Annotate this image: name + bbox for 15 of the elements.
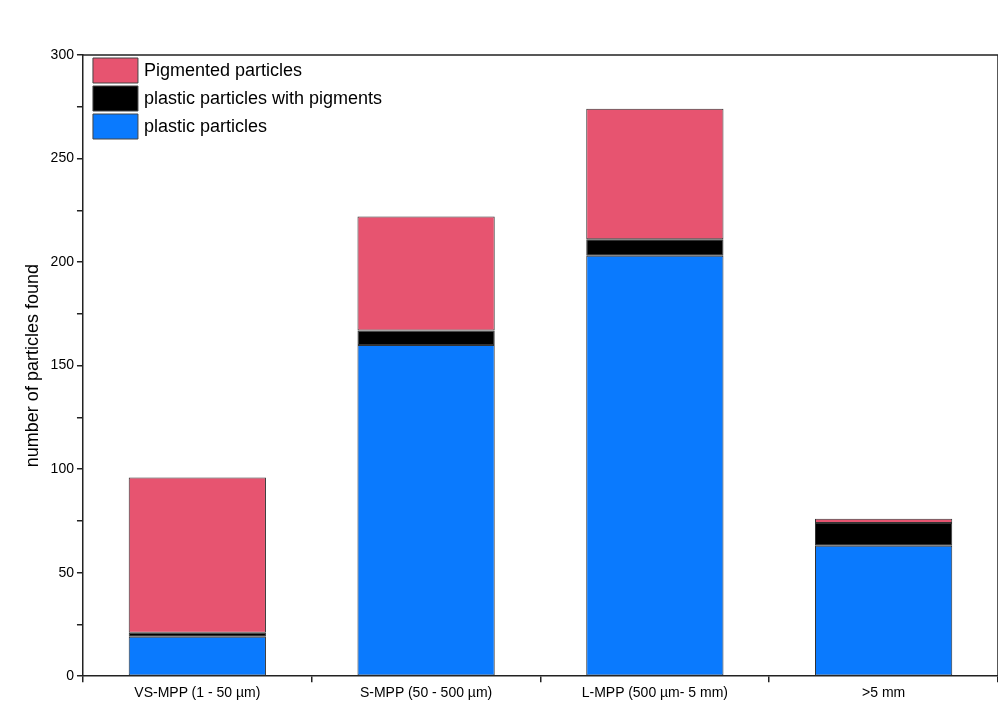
y-tick-label: 50 [58, 563, 75, 580]
y-tick-label: 150 [50, 356, 75, 373]
y-tick-label: 0 [66, 667, 75, 684]
x-tick-label: >5 mm [862, 684, 906, 701]
x-tick-label: VS-MPP (1 - 50 µm) [134, 684, 261, 701]
x-tick-label: S-MPP (50 - 500 µm) [359, 684, 493, 701]
x-tick-label: L-MPP (500 µm- 5 mm) [581, 684, 728, 701]
y-tick-label: 100 [50, 459, 75, 476]
legend-label: plastic particles [143, 116, 268, 137]
y-tick-label: 300 [50, 45, 75, 62]
y-axis-title: number of particles found [21, 264, 42, 468]
y-tick-label: 200 [50, 252, 75, 269]
legend-label: Pigmented particles [143, 60, 303, 81]
y-tick-label: 250 [50, 149, 75, 166]
legend-label: plastic particles with pigments [143, 88, 383, 109]
